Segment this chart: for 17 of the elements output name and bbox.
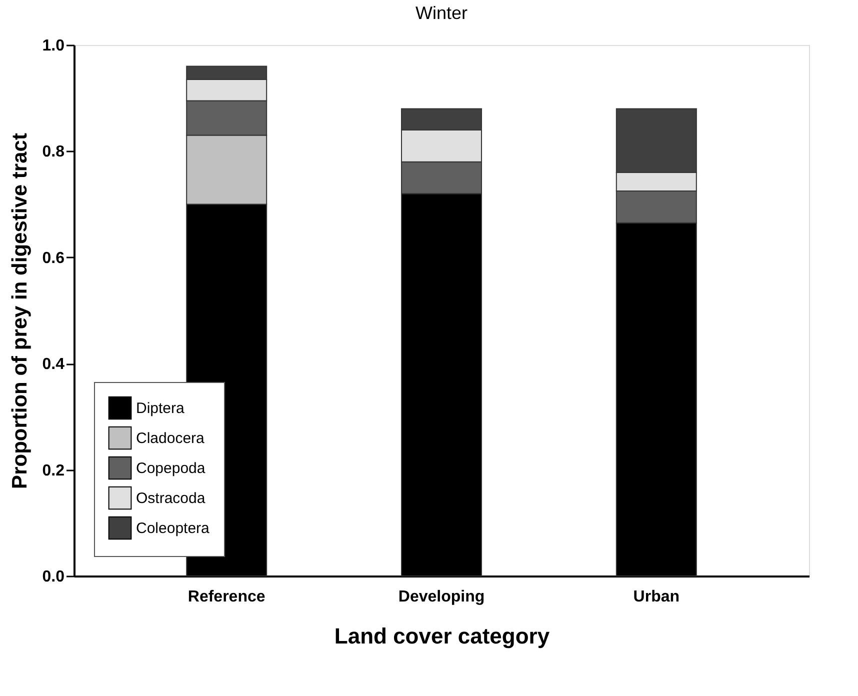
legend-label: Diptera [136,400,186,417]
y-tick-label: 0.6 [42,250,65,267]
x-tick-label: Urban [633,588,680,606]
x-tick-label: Developing [398,588,485,606]
legend-label: Ostracoda [136,490,206,507]
x-axis-title: Land cover category [334,624,550,648]
y-tick-label: 0.0 [42,568,65,586]
legend-label: Cladocera [136,430,206,447]
y-tick-label: 0.4 [42,356,65,374]
legend-label: Copepoda [136,460,206,477]
x-tick-label: Reference [188,588,266,606]
chart-title: Winter [415,3,468,23]
y-tick-label: 0.2 [42,462,65,480]
y-axis-title: Proportion of prey in digestive tract [8,133,32,489]
legend-label: Coleoptera [136,520,210,537]
y-tick-label: 0.8 [42,144,65,161]
y-tick-label: 1.0 [42,38,65,54]
